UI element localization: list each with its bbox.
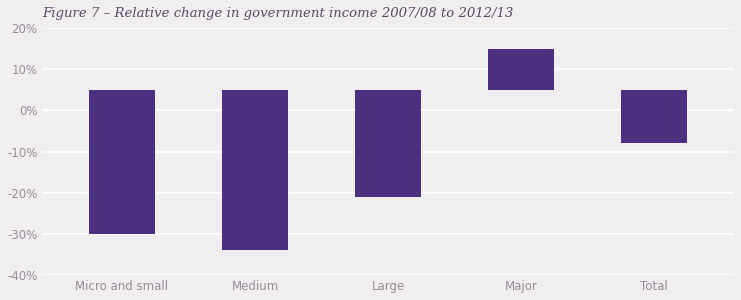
Text: Figure 7 – Relative change in government income 2007/08 to 2012/13: Figure 7 – Relative change in government… — [42, 7, 514, 20]
Bar — [89, 90, 156, 234]
Bar — [621, 90, 688, 143]
Bar — [488, 49, 554, 90]
Bar — [222, 90, 288, 250]
Bar — [355, 90, 422, 197]
